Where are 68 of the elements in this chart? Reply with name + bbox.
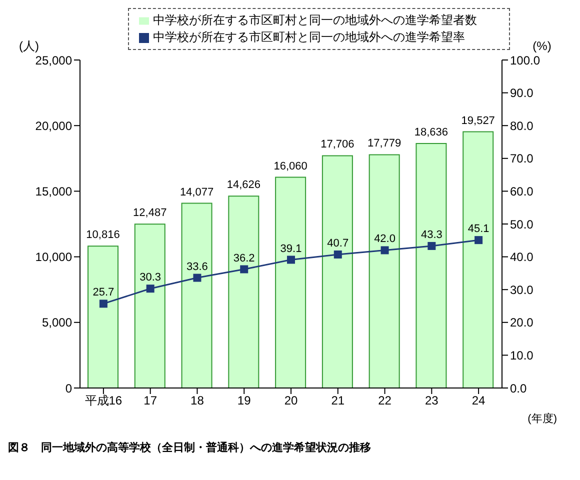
x-tick-label: 17 <box>144 394 158 408</box>
caption: 図８ 同一地域外の高等学校（全日制・普通科）への進学希望状況の推移 <box>8 440 372 455</box>
y2-tick-label: 40.0 <box>510 250 534 264</box>
y2-tick-label: 30.0 <box>510 282 534 297</box>
data-label: 36.2 <box>233 252 255 264</box>
data-label: 17,706 <box>320 138 354 151</box>
y-tick-label: 15,000 <box>35 184 72 198</box>
data-label: 40.7 <box>327 238 349 250</box>
y-tick-label: 10,000 <box>35 250 72 264</box>
data-label: 14,077 <box>180 186 214 198</box>
data-label: 43.3 <box>420 228 442 241</box>
point <box>287 256 295 264</box>
data-label: 33.6 <box>186 260 208 273</box>
y2-tick-label: 10.0 <box>510 348 534 362</box>
bar <box>134 224 166 388</box>
point <box>99 300 108 308</box>
data-label: 45.1 <box>468 223 490 236</box>
x-tick-label: 18 <box>190 394 204 408</box>
point <box>193 274 202 282</box>
data-label: 17,779 <box>368 138 402 150</box>
data-label: 18,636 <box>414 126 448 138</box>
y2-tick-label: 100.0 <box>510 53 540 68</box>
bar <box>275 176 306 388</box>
data-label: 10,816 <box>86 229 120 242</box>
y2-tick-label: 80.0 <box>510 118 534 133</box>
data-label: 12,487 <box>133 207 167 220</box>
data-label: 42.0 <box>374 233 396 246</box>
y2-tick-label: 60.0 <box>510 184 534 198</box>
data-label: 19,527 <box>461 114 495 127</box>
point <box>146 284 154 293</box>
y2-tick-label: 70.0 <box>510 152 534 166</box>
point <box>380 246 389 254</box>
bar <box>416 142 447 388</box>
data-label: 30.3 <box>140 272 162 284</box>
x-tick-label: 平成16 <box>84 394 122 408</box>
bar <box>322 155 353 388</box>
bar <box>88 246 118 388</box>
bar <box>368 154 400 388</box>
x-axis-title: (年度) <box>528 412 557 425</box>
point <box>240 265 248 274</box>
x-tick-label: 24 <box>472 394 486 408</box>
x-tick-label: 21 <box>331 394 345 408</box>
y2-axis-title: (%) <box>532 39 552 53</box>
y-tick-label: 0 <box>65 381 72 396</box>
y-tick-label: 25,000 <box>35 53 72 68</box>
point <box>334 250 342 259</box>
data-label: 39.1 <box>280 242 302 255</box>
bar <box>228 196 260 388</box>
x-tick-label: 20 <box>284 394 298 408</box>
x-tick-label: 19 <box>237 394 252 408</box>
data-label: 14,626 <box>226 179 260 192</box>
y2-tick-label: 90.0 <box>510 86 534 100</box>
data-label: 25.7 <box>92 286 114 299</box>
legend-label: 中学校が所在する市区町村と同一の地域外への進学希望者数 <box>153 13 477 27</box>
point <box>428 242 436 250</box>
y2-tick-label: 0.0 <box>510 381 528 396</box>
bar <box>181 202 212 388</box>
y-tick-label: 5,000 <box>42 316 72 330</box>
point <box>474 236 483 244</box>
legend-label: 中学校が所在する市区町村と同一の地域外への進学希望率 <box>153 30 465 44</box>
x-tick-label: 23 <box>424 394 439 408</box>
y2-tick-label: 20.0 <box>510 316 534 330</box>
y-tick-label: 20,000 <box>35 118 72 133</box>
data-label: 16,060 <box>274 160 308 172</box>
y2-tick-label: 50.0 <box>510 217 534 232</box>
x-tick-label: 22 <box>378 394 392 408</box>
y-axis-title: (人) <box>19 39 39 53</box>
bar <box>462 131 494 388</box>
